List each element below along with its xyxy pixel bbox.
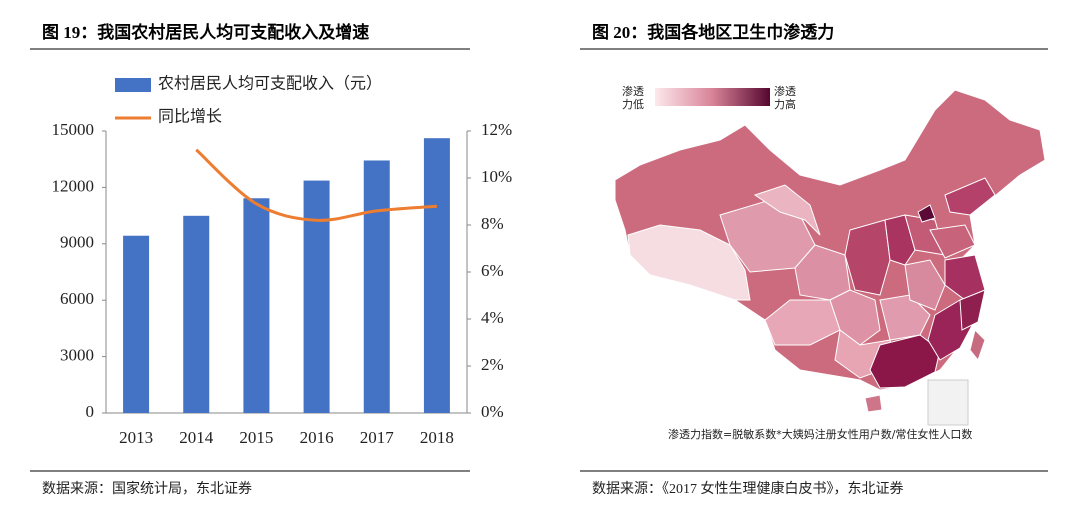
map <box>614 89 1046 426</box>
y2-tick-label: 10% <box>481 167 512 186</box>
y2-tick-label: 8% <box>481 214 504 233</box>
legend-label: 同比增长 <box>158 108 222 126</box>
legend-high: 力高 <box>774 97 796 111</box>
y2-tick-label: 6% <box>481 261 504 280</box>
legend-high: 渗透 <box>774 84 796 98</box>
bar <box>303 180 330 413</box>
y2-tick-label: 4% <box>481 308 504 327</box>
bar <box>243 198 270 413</box>
chart-title: 图 19：我国农村居民人均可支配收入及增速 <box>42 22 369 42</box>
legend-swatch <box>115 78 151 92</box>
legend-low: 渗透 <box>622 84 644 98</box>
y-tick-label: 15000 <box>52 120 95 139</box>
color-scale <box>655 88 770 106</box>
x-tick-label: 2016 <box>300 428 334 447</box>
formula: 渗透力指数=脱敏系数*大姨妈注册女性用户数/常住女性人口数 <box>668 427 972 441</box>
line <box>195 148 438 222</box>
y2-tick-label: 2% <box>481 355 504 374</box>
y-tick-label: 6000 <box>60 289 94 308</box>
y-tick-label: 9000 <box>60 233 94 252</box>
left-figure: 图 19：我国农村居民人均可支配收入及增速 数据来源：国家统计局，东北证券 <box>30 22 470 497</box>
x-tick-label: 2014 <box>179 428 214 447</box>
y2-tick-label: 0% <box>481 402 504 421</box>
bar <box>183 215 210 413</box>
x-tick-label: 2017 <box>360 428 395 447</box>
legend-label: 农村居民人均可支配收入（元） <box>158 75 382 93</box>
bar <box>423 138 450 414</box>
x-tick-label: 2015 <box>239 428 273 447</box>
map-title: 图 20：我国各地区卫生巾渗透力 <box>592 22 834 42</box>
legend-low: 力低 <box>622 98 644 111</box>
y-tick-label: 12000 <box>52 176 95 195</box>
right-figure: 图 20：我国各地区卫生巾渗透力 数据来源：《2017 女性生理健康白皮书》，东… <box>580 22 1048 497</box>
y2-tick-label: 12% <box>481 120 512 139</box>
bar <box>363 160 390 413</box>
y-tick-label: 3000 <box>60 346 94 365</box>
source: 数据来源：《2017 女性生理健康白皮书》，东北证券 <box>592 480 904 497</box>
x-tick-label: 2018 <box>420 428 454 447</box>
source: 数据来源：国家统计局，东北证券 <box>42 480 252 497</box>
x-tick-label: 2013 <box>119 428 153 447</box>
y-tick-label: 0 <box>86 402 95 421</box>
bar <box>123 235 150 413</box>
